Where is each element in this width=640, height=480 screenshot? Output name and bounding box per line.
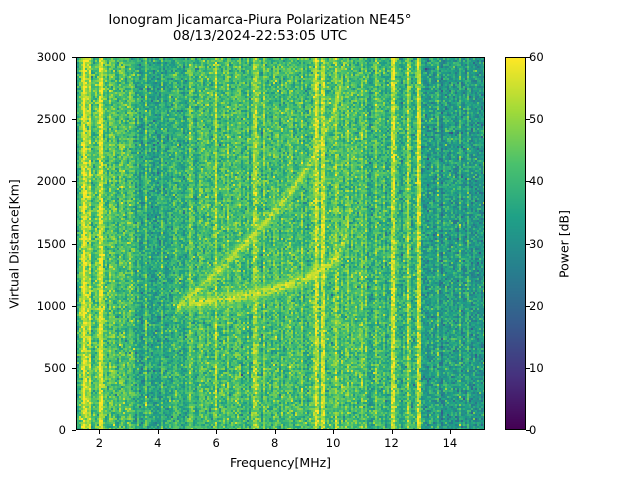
colorbar-tick-label: 40 xyxy=(529,174,544,189)
y-tick-label: 2500 xyxy=(36,112,66,127)
x-tick-label: 14 xyxy=(442,436,458,450)
y-tick-label: 500 xyxy=(44,360,66,375)
x-tick-label: 2 xyxy=(95,436,104,450)
colorbar-tick-label: 20 xyxy=(529,298,544,313)
y-tick-mark xyxy=(72,243,76,245)
x-tick-mark xyxy=(99,430,101,434)
plot-area xyxy=(76,57,485,430)
y-tick-label: 1500 xyxy=(36,236,66,251)
x-tick-mark xyxy=(216,430,218,434)
y-tick-label: 0 xyxy=(58,423,66,437)
colorbar-tick-label: 10 xyxy=(529,360,544,375)
x-tick-mark xyxy=(157,430,159,434)
colorbar xyxy=(505,57,526,430)
x-tick-mark xyxy=(274,430,276,434)
colorbar-tick-label: 60 xyxy=(529,50,544,64)
colorbar-tick-label: 0 xyxy=(529,423,537,437)
y-tick-mark xyxy=(72,430,76,431)
colorbar-tick-mark xyxy=(526,430,530,431)
x-tick-mark xyxy=(333,430,335,434)
colorbar-tick-label: 50 xyxy=(529,112,544,127)
y-tick-mark xyxy=(72,367,76,369)
x-tick-label: 10 xyxy=(325,436,341,450)
x-tick-label: 6 xyxy=(212,436,220,450)
colorbar-tick-mark xyxy=(526,119,530,121)
y-tick-label: 1000 xyxy=(36,298,66,313)
colorbar-tick-label: 30 xyxy=(529,236,544,251)
colorbar-tick-mark xyxy=(526,181,530,183)
x-tick-mark xyxy=(449,430,451,434)
colorbar-label-text: Power [dB] xyxy=(556,209,572,278)
y-tick-mark xyxy=(72,119,76,121)
x-tick-label: 12 xyxy=(384,436,399,450)
colorbar-tick-mark xyxy=(526,57,530,58)
colorbar-tick-mark xyxy=(526,305,530,307)
y-tick-label: 2000 xyxy=(36,174,66,189)
colorbar-gradient xyxy=(506,58,525,429)
x-tick-mark xyxy=(391,430,393,434)
figure-title: Ionogram Jicamarca-Piura Polarization NE… xyxy=(108,12,412,44)
x-axis-label: Frequency[MHz] xyxy=(229,455,332,470)
x-tick-label: 8 xyxy=(270,436,279,450)
colorbar-tick-mark xyxy=(526,367,530,369)
x-tick-label: 4 xyxy=(154,436,162,450)
y-tick-mark xyxy=(72,181,76,183)
y-tick-label: 3000 xyxy=(36,50,66,64)
y-axis-label: Virtual Distance[Km] xyxy=(6,57,22,430)
colorbar-tick-mark xyxy=(526,243,530,245)
y-tick-mark xyxy=(72,305,76,307)
ionogram-heatmap xyxy=(77,58,484,429)
colorbar-label: Power [dB] xyxy=(556,57,572,430)
y-axis-label-text: Virtual Distance[Km] xyxy=(6,178,22,309)
y-tick-mark xyxy=(72,57,76,58)
